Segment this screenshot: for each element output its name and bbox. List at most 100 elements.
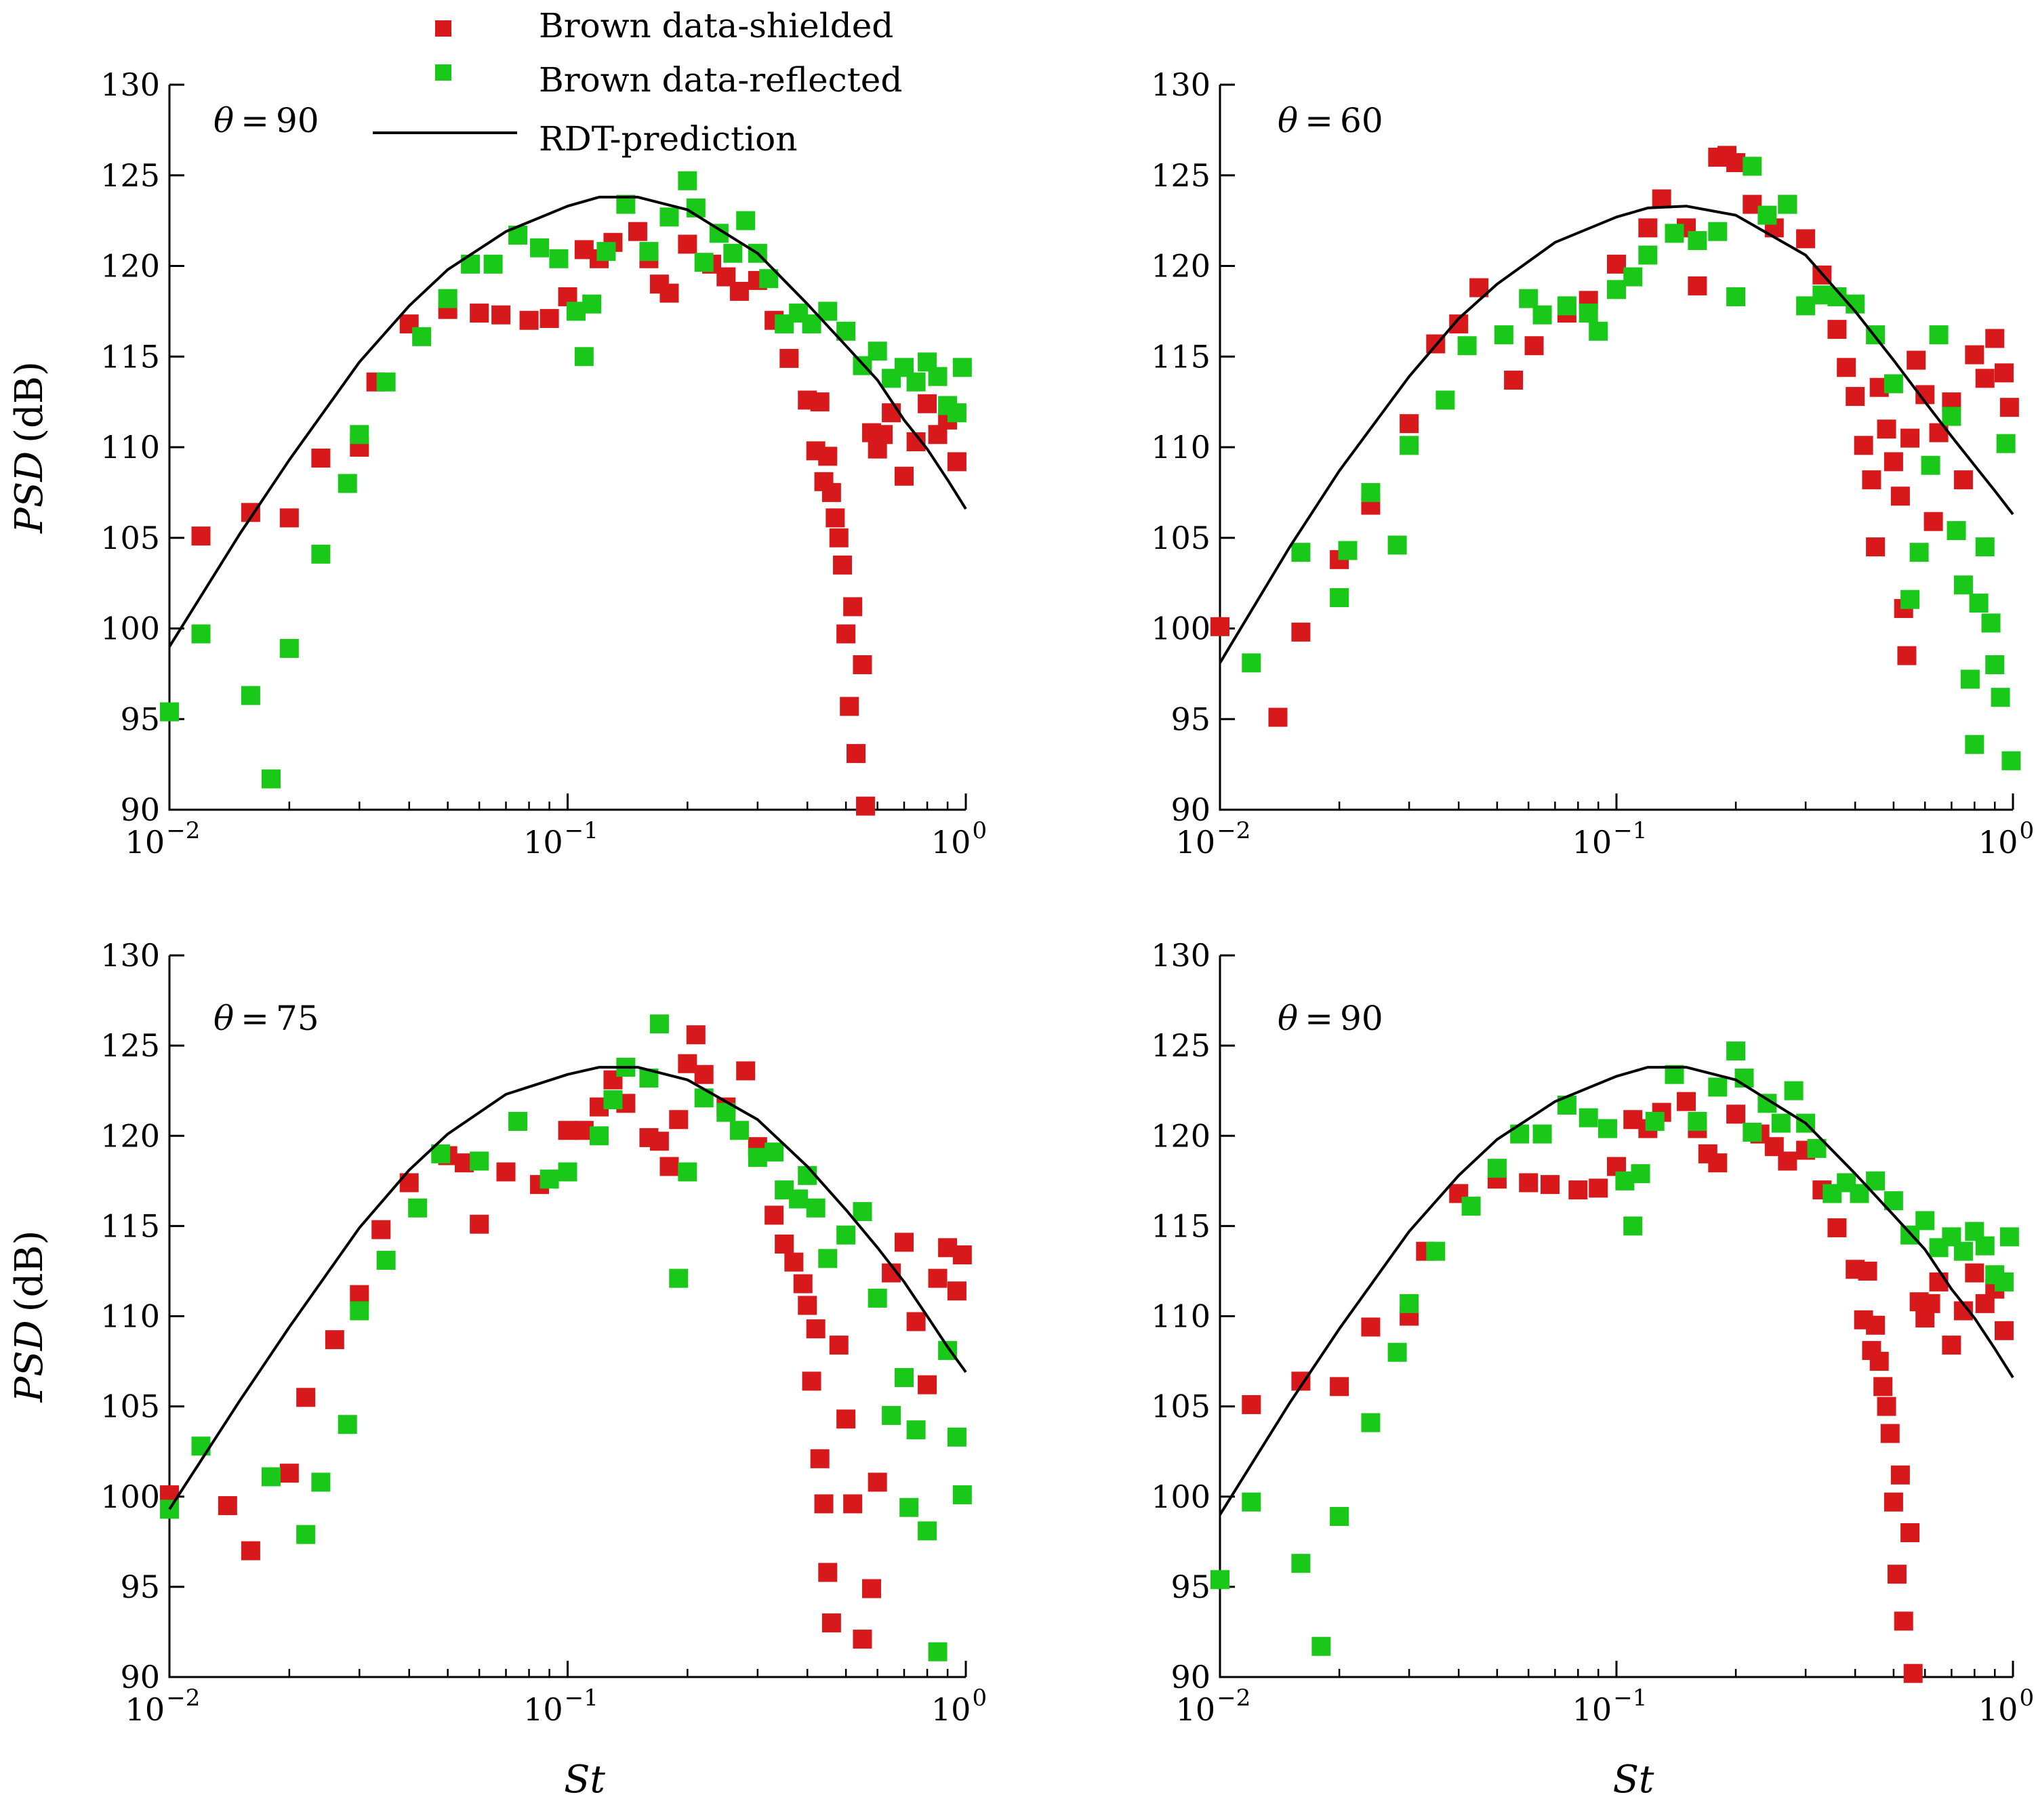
point-shielded	[736, 1061, 756, 1081]
point-reflected	[806, 1198, 826, 1218]
rdt-prediction-line	[168, 1066, 967, 1510]
y-tick-label: 95	[1170, 701, 1210, 737]
point-reflected	[678, 171, 697, 190]
point-shielded	[874, 425, 893, 444]
point-reflected	[649, 1014, 669, 1034]
point-shielded	[1677, 1092, 1696, 1111]
point-shielded	[350, 1285, 369, 1304]
x-tick-label: 10−1	[1572, 1684, 1648, 1728]
point-reflected	[882, 1405, 901, 1425]
point-shielded	[1796, 229, 1816, 249]
point-reflected	[1850, 1184, 1869, 1203]
point-reflected	[1942, 407, 1961, 426]
point-reflected	[1597, 1119, 1617, 1138]
point-reflected	[678, 1162, 697, 1182]
point-reflected	[1726, 287, 1746, 306]
point-reflected	[1638, 245, 1658, 265]
point-reflected	[1361, 1413, 1381, 1432]
point-reflected	[1487, 1159, 1507, 1178]
point-reflected	[603, 1090, 623, 1109]
point-shielded	[519, 310, 539, 330]
point-shielded	[836, 1409, 856, 1429]
point-shielded	[906, 1312, 926, 1331]
point-shielded	[947, 452, 966, 472]
point-reflected	[868, 342, 887, 361]
point-shielded	[1607, 254, 1626, 274]
y-tick-label: 100	[100, 1478, 160, 1515]
point-shielded	[1524, 336, 1544, 356]
point-reflected	[508, 1111, 528, 1131]
point-reflected	[1708, 1077, 1728, 1097]
point-shielded	[1880, 1424, 1900, 1443]
point-shielded	[802, 1371, 821, 1391]
point-reflected	[191, 624, 211, 644]
point-reflected	[549, 249, 569, 268]
point-shielded	[810, 1449, 830, 1468]
point-shielded	[496, 1162, 516, 1182]
point-shielded	[678, 1054, 697, 1073]
axis-frame	[168, 955, 966, 1678]
y-tick-label: 90	[120, 1659, 160, 1695]
point-shielded	[1708, 1153, 1728, 1173]
point-shielded	[1890, 487, 1910, 506]
point-reflected	[1400, 1294, 1419, 1313]
point-shielded	[894, 466, 914, 486]
point-shielded	[918, 1375, 937, 1394]
point-reflected	[1900, 590, 1920, 609]
point-shielded	[470, 1214, 489, 1234]
point-shielded	[826, 508, 845, 528]
point-shielded	[1210, 617, 1229, 636]
x-axis-title: St	[1613, 1758, 1654, 1802]
point-shielded	[1726, 1104, 1746, 1124]
point-shielded	[810, 392, 830, 412]
point-shielded	[1726, 153, 1746, 173]
point-reflected	[160, 702, 179, 722]
point-reflected	[836, 1225, 856, 1245]
y-tick-label: 115	[1151, 338, 1210, 375]
y-tick-label: 100	[1151, 611, 1210, 647]
point-reflected	[1532, 1124, 1552, 1144]
point-shielded	[1903, 1663, 1923, 1683]
point-shielded	[843, 1494, 863, 1514]
point-shielded	[1854, 436, 1873, 455]
x-tick-label: 10−1	[1572, 817, 1648, 861]
x-tick-label: 100	[1978, 1684, 2034, 1728]
point-shielded	[840, 697, 859, 716]
y-tick-label: 125	[1151, 1027, 1210, 1064]
point-shielded	[798, 1296, 817, 1315]
point-shielded	[1519, 1173, 1539, 1193]
point-shielded	[1638, 218, 1658, 238]
point-reflected	[1623, 1216, 1643, 1236]
point-shielded	[1330, 1377, 1349, 1397]
point-reflected	[802, 314, 821, 334]
point-reflected	[1387, 1342, 1407, 1362]
x-tick-label: 100	[931, 1684, 987, 1728]
point-reflected	[350, 425, 369, 444]
point-reflected	[1494, 325, 1513, 345]
y-tick-label: 95	[120, 1569, 160, 1605]
point-shielded	[1268, 707, 1288, 727]
point-reflected	[669, 1268, 689, 1288]
point-shielded	[279, 1464, 299, 1483]
point-shielded	[1400, 414, 1419, 434]
point-shielded	[1827, 1218, 1847, 1238]
point-reflected	[868, 1288, 887, 1308]
point-reflected	[952, 358, 972, 377]
point-reflected	[1771, 1113, 1791, 1133]
point-shielded	[1869, 1352, 1889, 1371]
point-reflected	[1929, 325, 1949, 345]
point-shielded	[1942, 1336, 1961, 1355]
point-reflected	[1623, 267, 1643, 287]
point-shielded	[862, 1579, 882, 1598]
y-tick-label: 120	[1151, 248, 1210, 285]
point-reflected	[789, 1189, 809, 1209]
point-reflected	[1915, 1211, 1935, 1230]
point-shielded	[1858, 1261, 1877, 1281]
point-shielded	[1923, 512, 1943, 531]
point-shielded	[1999, 398, 2019, 417]
point-shielded	[678, 234, 697, 254]
point-shielded	[836, 624, 856, 644]
point-reflected	[408, 1198, 428, 1218]
y-tick-label: 95	[1170, 1569, 1210, 1605]
point-shielded	[659, 1157, 679, 1176]
